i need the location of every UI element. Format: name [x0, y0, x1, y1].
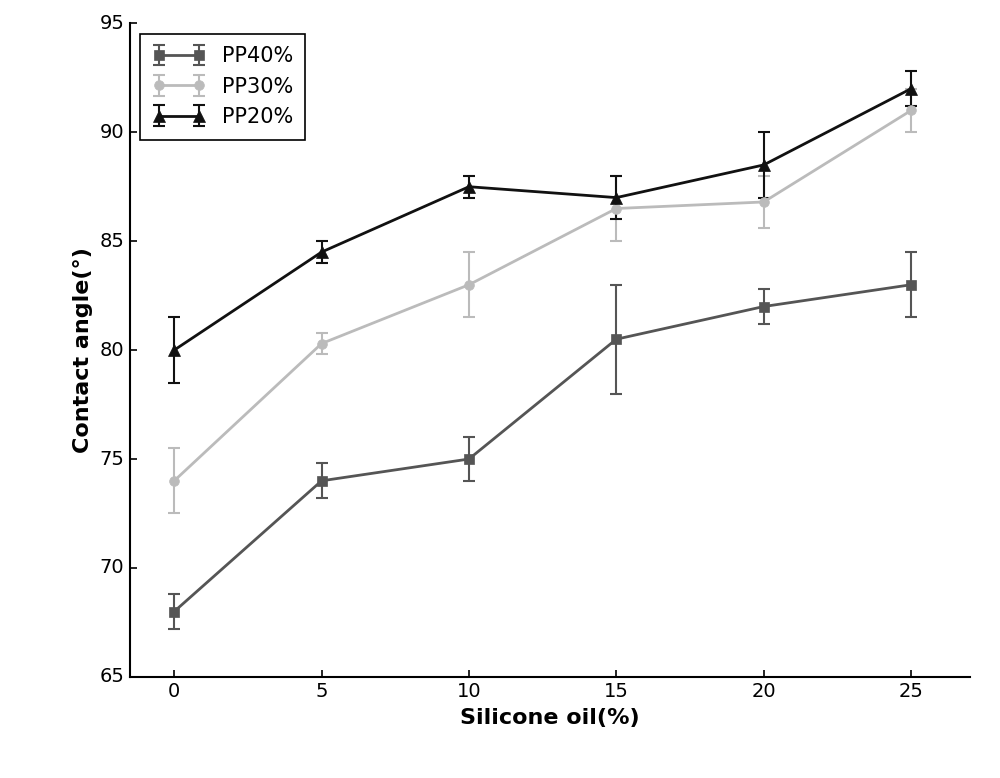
X-axis label: Silicone oil(%): Silicone oil(%): [460, 708, 640, 728]
Y-axis label: Contact angle(°): Contact angle(°): [73, 247, 93, 453]
Legend: PP40%, PP30%, PP20%: PP40%, PP30%, PP20%: [140, 33, 305, 139]
